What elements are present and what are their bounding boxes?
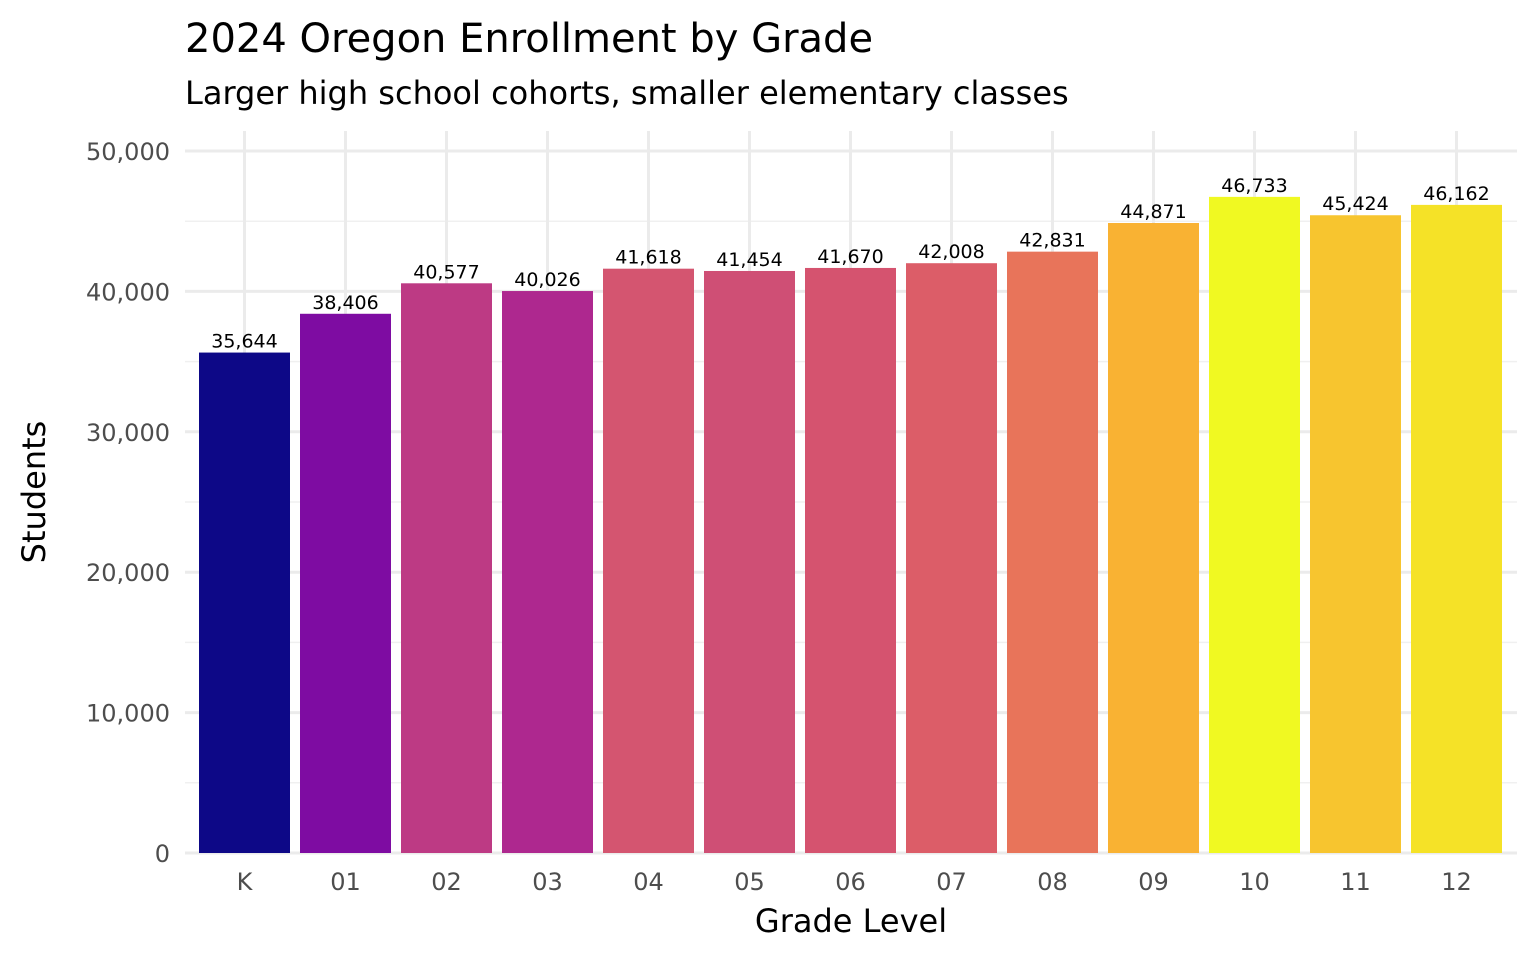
y-tick-label: 10,000 <box>86 700 170 728</box>
bar-01 <box>300 313 391 853</box>
data-label: 46,162 <box>1423 183 1489 205</box>
data-label: 40,577 <box>413 261 479 283</box>
bar-02 <box>401 283 492 853</box>
x-tick-label: K <box>237 868 254 896</box>
data-label: 35,644 <box>211 331 277 353</box>
bar-07 <box>906 263 997 854</box>
x-tick-label: 04 <box>633 868 664 896</box>
data-label: 42,831 <box>1019 230 1085 252</box>
chart-title: 2024 Oregon Enrollment by Grade <box>185 16 873 62</box>
x-tick-label: 03 <box>532 868 563 896</box>
y-tick-label: 30,000 <box>86 419 170 447</box>
data-label: 41,454 <box>716 249 782 271</box>
data-label: 44,871 <box>1120 201 1186 223</box>
bar-04 <box>603 268 694 853</box>
bar-05 <box>704 270 795 853</box>
y-tick-label: 40,000 <box>86 278 170 306</box>
data-label: 38,406 <box>312 292 378 314</box>
x-tick-label: 06 <box>835 868 866 896</box>
bar-09 <box>1108 223 1199 853</box>
y-axis-ticks: 0 10,000 20,000 30,000 40,000 50,000 <box>86 138 170 868</box>
bars <box>199 196 1502 854</box>
bar-08 <box>1007 251 1098 853</box>
x-tick-label: 09 <box>1138 868 1169 896</box>
x-tick-label: 08 <box>1037 868 1068 896</box>
data-label: 40,026 <box>514 269 580 291</box>
chart-subtitle: Larger high school cohorts, smaller elem… <box>185 74 1069 112</box>
data-label: 46,733 <box>1221 175 1287 197</box>
data-label: 41,618 <box>615 247 681 269</box>
y-tick-label: 20,000 <box>86 559 170 587</box>
bar-K <box>199 352 290 853</box>
x-axis-ticks: K 01 02 03 04 05 06 07 08 09 10 11 12 <box>237 868 1472 896</box>
x-tick-label: 05 <box>734 868 765 896</box>
x-tick-label: 07 <box>936 868 967 896</box>
y-axis-label: Students <box>15 421 53 564</box>
data-label: 41,670 <box>817 246 883 268</box>
data-label: 42,008 <box>918 241 984 263</box>
bar-11 <box>1310 215 1401 853</box>
bar-06 <box>805 267 896 853</box>
x-tick-label: 02 <box>431 868 462 896</box>
y-tick-label: 50,000 <box>86 138 170 166</box>
x-axis-label: Grade Level <box>755 902 947 940</box>
x-tick-label: 10 <box>1239 868 1270 896</box>
bar-12 <box>1411 204 1502 854</box>
bar-03 <box>502 291 593 853</box>
x-tick-label: 11 <box>1340 868 1371 896</box>
bar-10 <box>1209 196 1300 854</box>
x-tick-label: 01 <box>330 868 361 896</box>
data-label: 45,424 <box>1322 193 1388 215</box>
data-labels: 35,644 38,406 40,577 40,026 41,618 41,454 41,6… <box>211 175 1489 353</box>
y-tick-label: 0 <box>155 840 170 868</box>
x-tick-label: 12 <box>1441 868 1472 896</box>
